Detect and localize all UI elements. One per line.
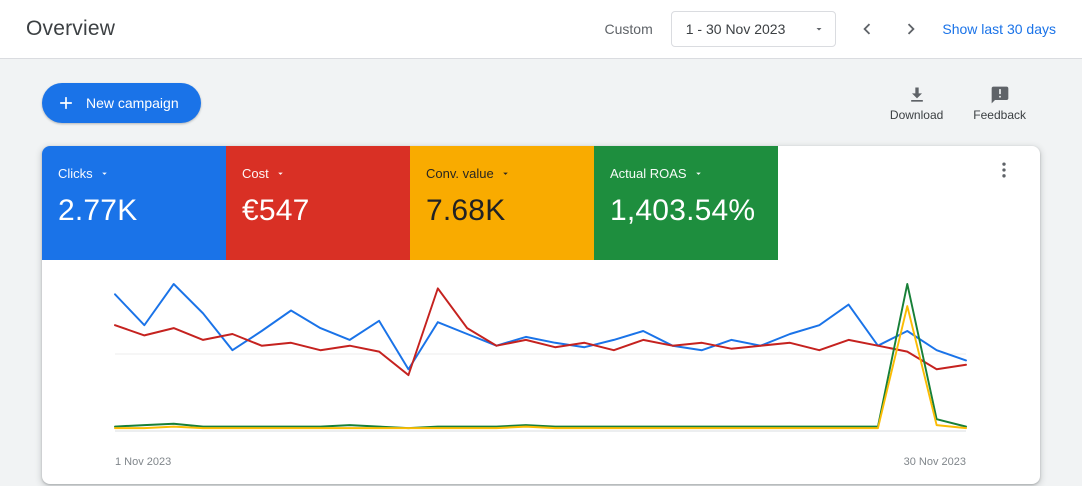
date-mode-label: Custom (604, 21, 653, 37)
actions-row: New campaign Download Feedback (42, 83, 1040, 123)
caret-down-icon (813, 23, 825, 35)
date-range-value: 1 - 30 Nov 2023 (685, 21, 786, 37)
caret-down-icon (695, 172, 701, 175)
caret-down-icon (277, 172, 283, 175)
chevron-left-icon (856, 18, 878, 40)
chevron-right-icon (900, 18, 922, 40)
download-label: Download (889, 107, 944, 122)
scorecard-actual-roas[interactable]: Actual ROAS 1,403.54% (594, 146, 778, 260)
top-bar: Overview Custom 1 - 30 Nov 2023 Show las… (0, 0, 1082, 59)
overview-card: Clicks 2.77K Cost €547 Conv. value 7.68K (42, 146, 1040, 484)
scorecard-value: 1,403.54% (610, 194, 756, 227)
secondary-actions: Download Feedback (890, 85, 1026, 122)
scorecard-row-spacer (778, 146, 1040, 260)
scorecard-label: Clicks (58, 166, 93, 181)
scorecard-value: 7.68K (426, 194, 506, 227)
scorecard-metric-dropdown[interactable]: Conv. value (426, 166, 578, 181)
scorecard-value: €547 (242, 194, 310, 227)
scorecard-label: Cost (242, 166, 269, 181)
scorecard-metric-dropdown[interactable]: Actual ROAS (610, 166, 762, 181)
timeseries-chart-canvas (114, 283, 967, 432)
x-axis-end-label: 30 Nov 2023 (903, 456, 966, 468)
overflow-menu-button[interactable] (994, 160, 1014, 180)
feedback-label: Feedback (973, 107, 1026, 122)
x-axis-labels: 1 Nov 2023 30 Nov 2023 (115, 454, 966, 484)
scorecard-value: 2.77K (58, 194, 138, 227)
scorecard-cost[interactable]: Cost €547 (226, 146, 410, 260)
scorecard-metric-dropdown[interactable]: Clicks (58, 166, 210, 181)
plus-icon (56, 93, 76, 113)
scorecard-clicks[interactable]: Clicks 2.77K (42, 146, 226, 260)
previous-period-button[interactable] (854, 16, 880, 42)
scorecard-metric-dropdown[interactable]: Cost (242, 166, 394, 181)
main-content: New campaign Download Feedback Clicks (0, 59, 1082, 484)
caret-down-icon (502, 172, 508, 175)
scorecard-label: Conv. value (426, 166, 494, 181)
download-button[interactable]: Download (890, 85, 943, 122)
feedback-icon (990, 85, 1010, 105)
scorecard-row: Clicks 2.77K Cost €547 Conv. value 7.68K (42, 146, 1040, 260)
caret-down-icon (101, 172, 107, 175)
date-controls: Custom 1 - 30 Nov 2023 Show last 30 days (605, 11, 1056, 47)
new-campaign-button[interactable]: New campaign (42, 83, 201, 123)
timeseries-chart: 1 Nov 2023 30 Nov 2023 (42, 260, 1040, 484)
date-range-dropdown[interactable]: 1 - 30 Nov 2023 (670, 11, 837, 47)
show-last-30-days-link[interactable]: Show last 30 days (942, 21, 1056, 37)
new-campaign-label: New campaign (86, 95, 179, 111)
next-period-button[interactable] (898, 16, 924, 42)
scorecard-conv-value[interactable]: Conv. value 7.68K (410, 146, 594, 260)
three-dot-menu-icon (1002, 162, 1006, 178)
x-axis-start-label: 1 Nov 2023 (115, 456, 172, 468)
scorecard-label: Actual ROAS (610, 166, 687, 181)
feedback-button[interactable]: Feedback (973, 85, 1026, 122)
download-icon (907, 85, 927, 105)
page-title: Overview (26, 17, 116, 40)
